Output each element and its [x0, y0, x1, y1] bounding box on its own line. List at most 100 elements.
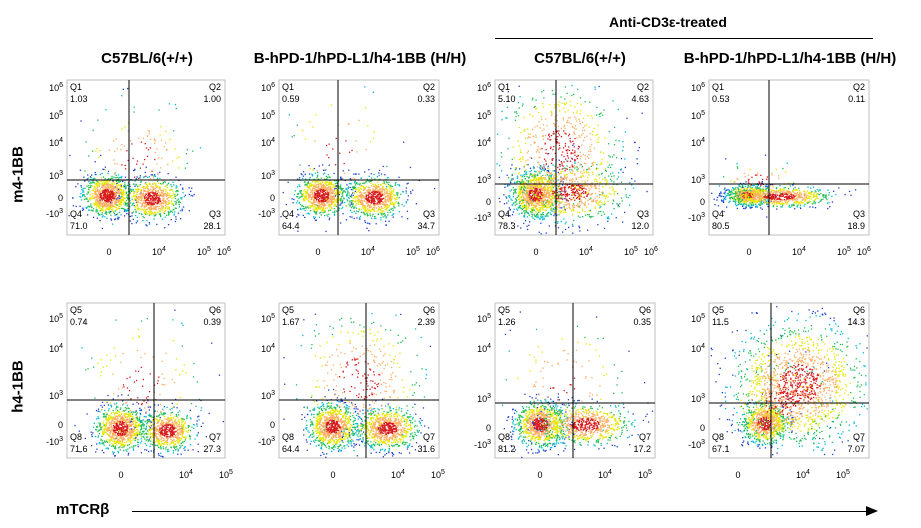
event-dot	[405, 192, 407, 194]
event-dot	[370, 199, 372, 202]
event-dot	[371, 196, 373, 198]
event-dot	[326, 188, 328, 190]
event-dot	[160, 189, 162, 191]
event-dot	[391, 196, 393, 198]
event-dot	[386, 207, 388, 209]
event-dot	[118, 190, 120, 192]
event-dot	[320, 197, 322, 199]
event-dot	[628, 204, 631, 206]
event-dot	[529, 171, 531, 173]
event-dot	[385, 187, 387, 190]
event-dot	[299, 164, 301, 166]
event-dot	[107, 186, 109, 188]
event-dot	[160, 215, 162, 218]
event-dot	[310, 206, 312, 208]
event-dot	[375, 207, 378, 209]
event-dot	[355, 183, 358, 185]
event-dot	[130, 190, 133, 192]
event-dot	[540, 192, 542, 194]
event-dot	[364, 210, 367, 212]
event-dot	[359, 196, 362, 198]
event-dot	[379, 202, 381, 204]
event-dot	[95, 204, 97, 206]
event-dot	[151, 170, 153, 172]
event-dot	[314, 205, 317, 207]
event-dot	[367, 189, 369, 191]
event-dot	[373, 131, 375, 133]
event-dot	[323, 185, 326, 187]
event-dot	[370, 203, 372, 205]
event-dot	[594, 192, 597, 195]
event-dot	[561, 190, 563, 192]
event-dot	[85, 198, 87, 200]
event-dot	[382, 182, 384, 185]
event-dot	[148, 191, 150, 193]
event-dot	[536, 199, 538, 201]
event-dot	[142, 215, 144, 218]
event-dot	[370, 206, 373, 208]
event-dot	[80, 185, 82, 187]
event-dot	[588, 184, 591, 186]
event-dot	[507, 200, 510, 202]
event-dot	[111, 196, 113, 198]
event-dot	[89, 197, 91, 199]
event-dot	[153, 215, 155, 217]
event-dot	[550, 205, 552, 207]
event-dot	[126, 194, 128, 197]
event-dot	[392, 207, 394, 210]
event-dot	[530, 180, 532, 182]
event-dot	[382, 210, 384, 212]
event-dot	[100, 196, 103, 199]
event-dot	[557, 179, 559, 181]
event-dot	[86, 198, 88, 200]
event-dot	[93, 203, 95, 205]
event-dot	[531, 209, 534, 211]
event-dot	[304, 216, 306, 219]
event-dot	[360, 195, 363, 198]
event-dot	[528, 204, 530, 206]
event-dot	[96, 194, 98, 196]
event-dot	[320, 183, 322, 185]
event-dot	[317, 181, 319, 183]
event-dot	[149, 183, 151, 185]
event-dot	[184, 194, 187, 196]
event-dot	[135, 188, 137, 191]
event-dot	[167, 196, 170, 199]
event-dot	[318, 193, 320, 195]
event-dot	[345, 194, 348, 196]
event-dot	[563, 207, 565, 209]
event-dot	[524, 198, 526, 200]
event-dot	[185, 153, 188, 155]
event-dot	[507, 195, 510, 197]
event-dot	[353, 210, 355, 213]
event-dot	[153, 213, 155, 215]
event-dot	[188, 187, 190, 189]
event-dot	[401, 203, 403, 206]
event-dot	[318, 206, 320, 208]
event-dot	[96, 185, 98, 187]
event-dot	[149, 204, 151, 206]
event-dot	[167, 182, 170, 185]
event-dot	[346, 199, 348, 201]
event-dot	[321, 181, 323, 183]
event-dot	[352, 186, 354, 189]
event-dot	[95, 201, 97, 203]
event-dot	[141, 204, 143, 206]
event-dot	[325, 201, 328, 204]
event-dot	[327, 201, 329, 203]
event-dot	[93, 204, 95, 206]
event-dot	[120, 177, 123, 179]
event-dot	[332, 191, 334, 193]
event-dot	[551, 203, 554, 205]
event-dot	[315, 201, 318, 203]
event-dot	[544, 168, 546, 170]
event-dot	[375, 198, 377, 200]
event-dot	[389, 196, 392, 198]
event-dot	[298, 193, 300, 195]
event-dot	[538, 167, 541, 169]
event-dot	[571, 169, 573, 171]
event-dot	[145, 204, 147, 206]
event-dot	[325, 181, 327, 184]
event-dot	[377, 201, 379, 203]
event-dot	[87, 191, 89, 193]
